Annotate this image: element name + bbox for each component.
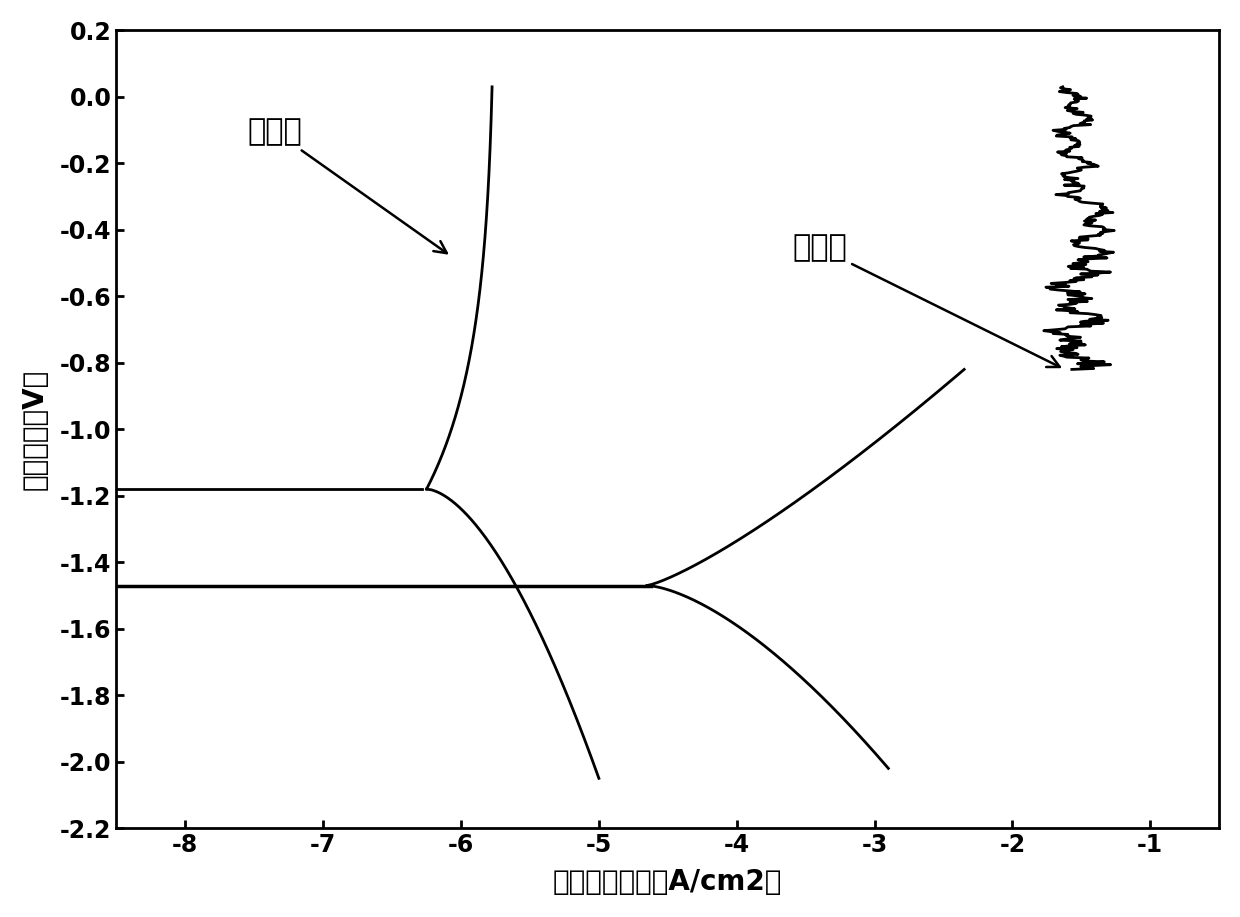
Text: 处理后: 处理后 xyxy=(248,117,446,253)
X-axis label: 电流密度对数（A/cm2）: 电流密度对数（A/cm2） xyxy=(553,868,782,896)
Text: 处理前: 处理前 xyxy=(792,234,1060,367)
Y-axis label: 极化电位（V）: 极化电位（V） xyxy=(21,369,48,490)
